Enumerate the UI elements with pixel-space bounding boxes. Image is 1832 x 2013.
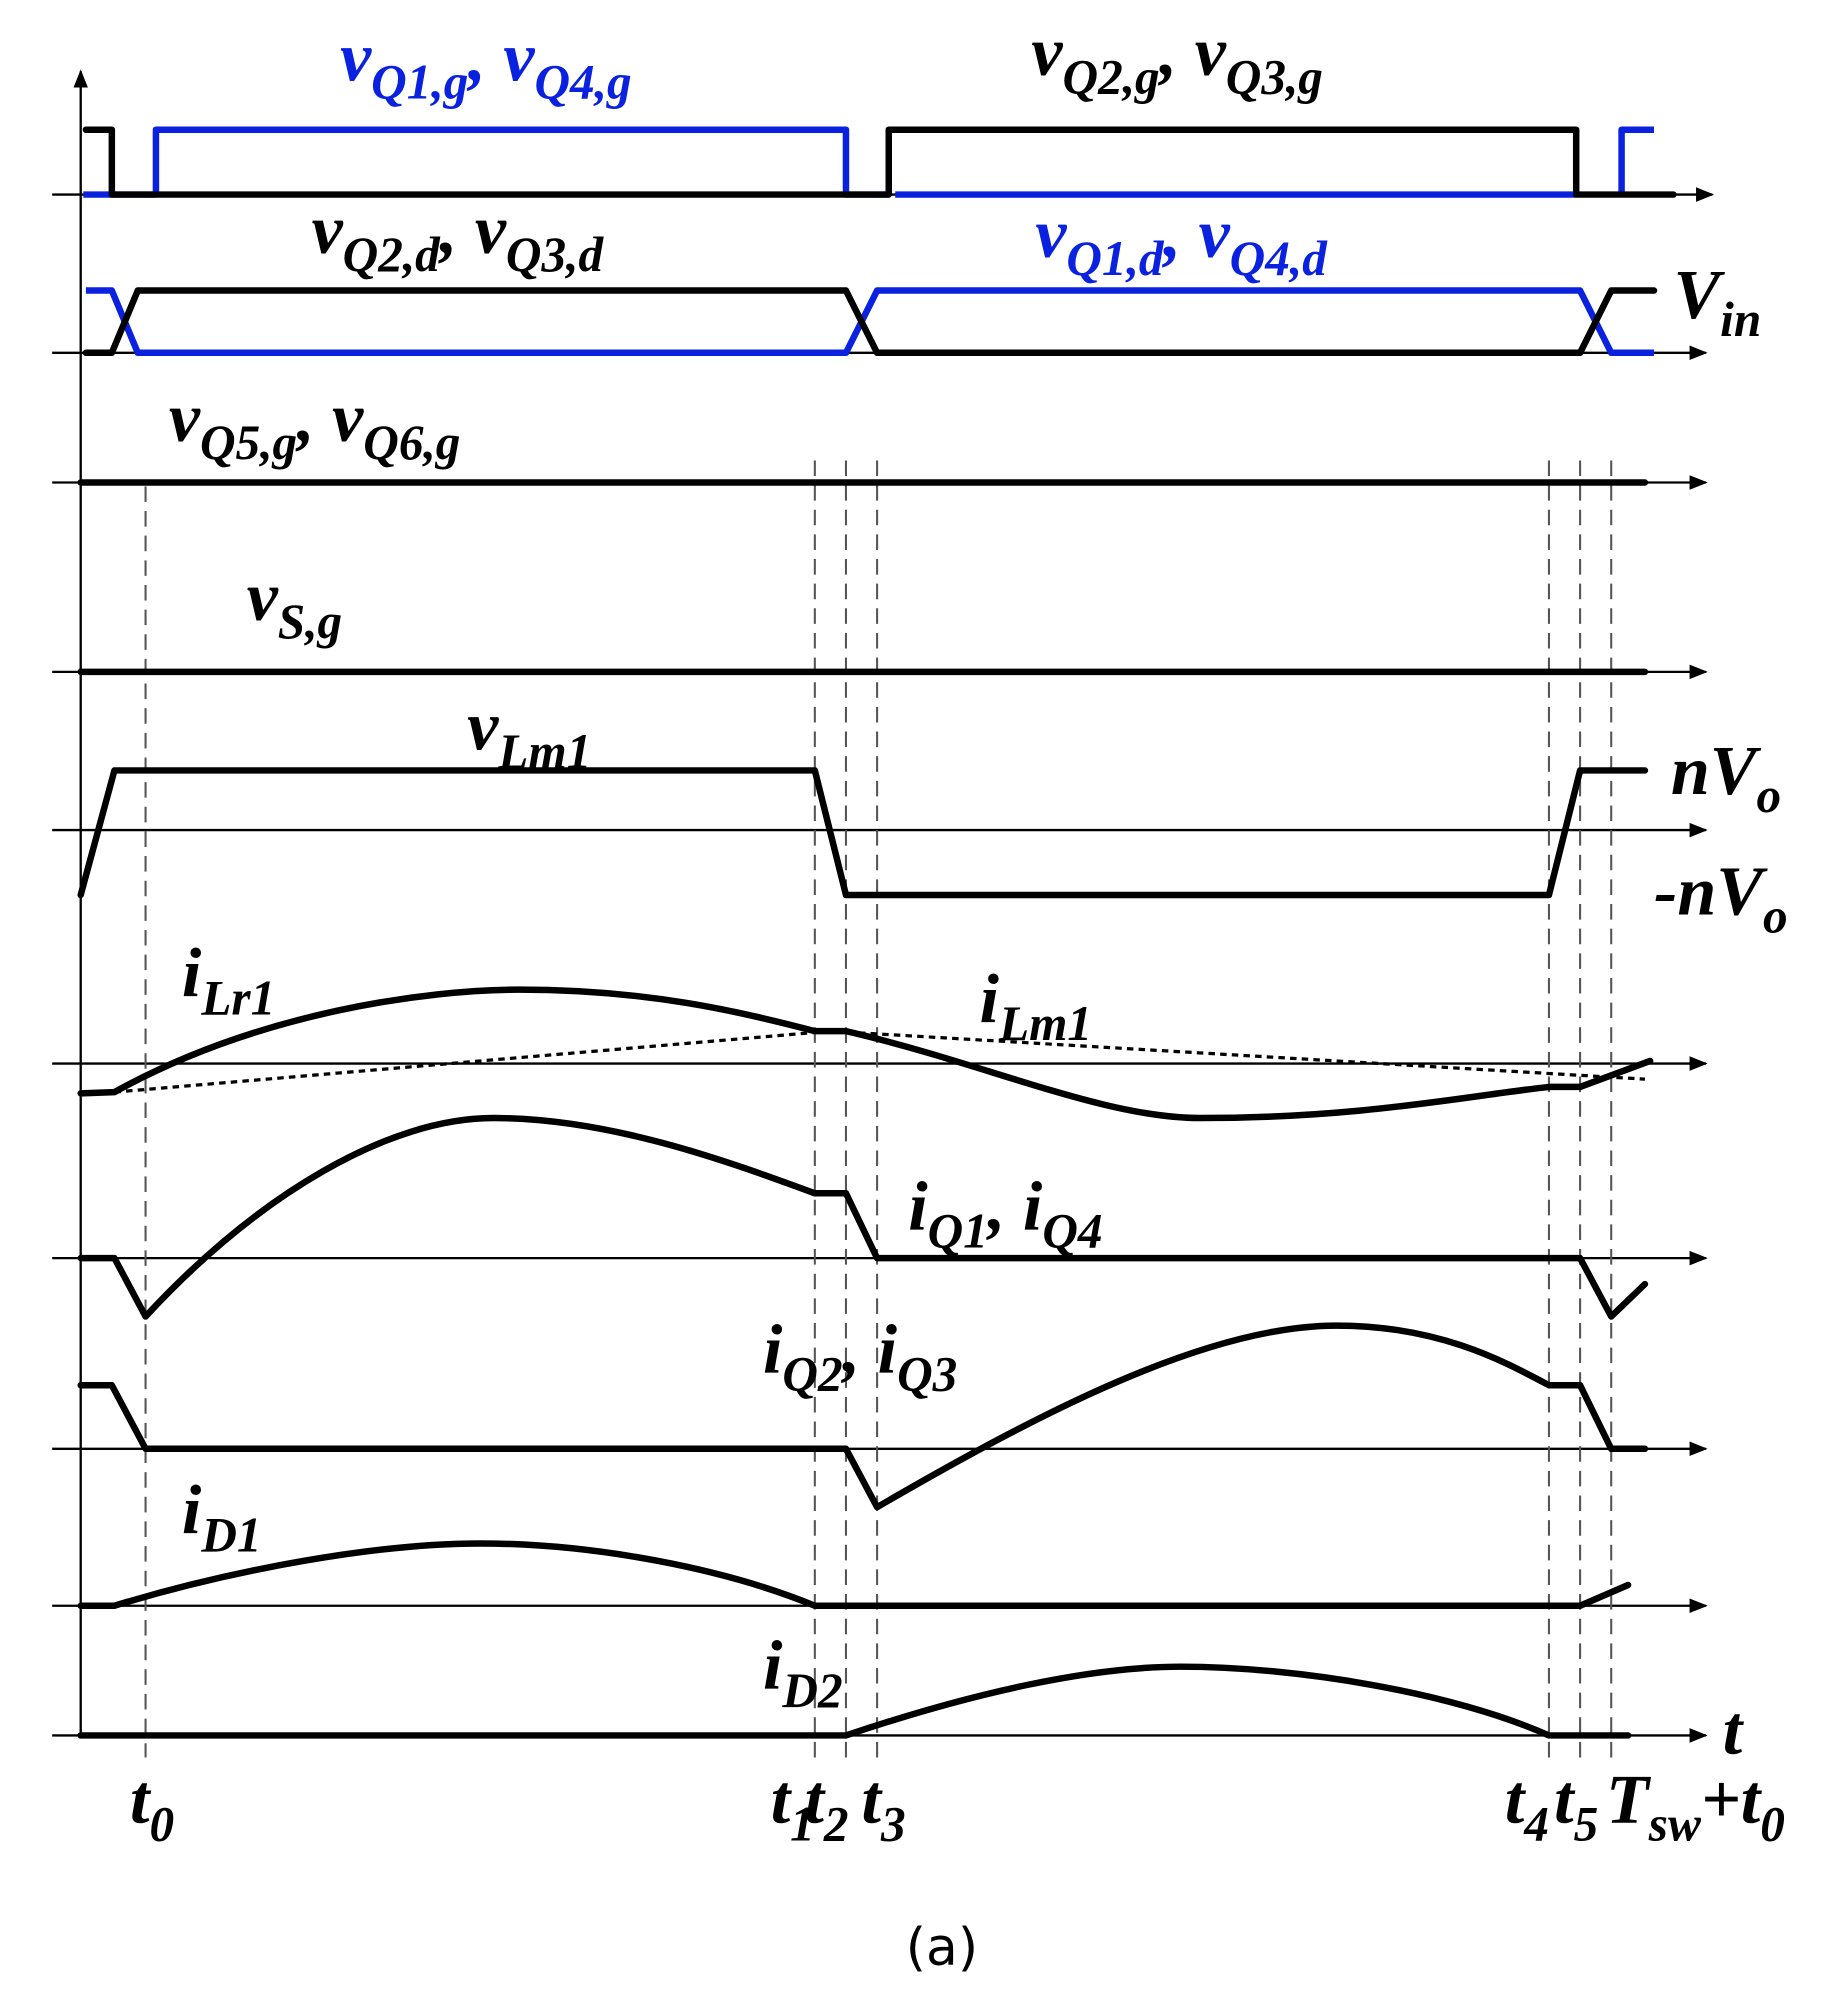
symbol: t xyxy=(804,1761,826,1838)
signal-label: iQ2, iQ3 xyxy=(763,1311,957,1401)
subscript: Lm1 xyxy=(497,724,591,779)
signal-label: vQ5,g, vQ6,g xyxy=(169,380,461,470)
signal-label: vLm1 xyxy=(467,689,591,779)
subscript: 5 xyxy=(1574,1796,1599,1851)
signal-label: iD1 xyxy=(182,1472,262,1562)
subscript: Q5,g xyxy=(200,415,297,470)
subscript: Lm1 xyxy=(998,996,1092,1051)
time-mark-label: Tsw+t0 xyxy=(1606,1761,1785,1851)
symbol: t xyxy=(771,1761,793,1838)
signal-label: vQ1,d, vQ4,d xyxy=(1035,196,1328,286)
symbol: t xyxy=(1554,1761,1576,1838)
symbol: i xyxy=(908,1169,928,1246)
signal-label: -nVo xyxy=(1654,853,1788,943)
subscript: Q4,g xyxy=(534,55,631,110)
subscript: Q2,d xyxy=(343,227,442,282)
time-mark-label: t4 xyxy=(1505,1761,1549,1851)
subscript: in xyxy=(1720,292,1761,347)
symbol: v xyxy=(467,689,499,766)
symbol: i xyxy=(980,961,1000,1038)
time-mark-label: t2 xyxy=(804,1761,848,1851)
subscript: 2 xyxy=(823,1796,849,1851)
symbol: , v xyxy=(295,380,364,457)
subscript: o xyxy=(1763,889,1788,944)
symbol: nV xyxy=(1671,733,1762,810)
subscript: Q3 xyxy=(897,1346,957,1401)
subscript: Q1,d xyxy=(1066,231,1165,286)
signal-label: vQ2,d, vQ3,d xyxy=(312,192,605,282)
symbol: v xyxy=(312,192,344,269)
symbol: v xyxy=(1035,196,1067,273)
time-mark-label: t3 xyxy=(862,1761,906,1851)
axes xyxy=(52,69,1715,1743)
subscript: 3 xyxy=(880,1796,906,1851)
signal-label: iLm1 xyxy=(980,961,1093,1051)
symbol: v xyxy=(247,559,279,636)
subscript: Lr1 xyxy=(200,970,275,1025)
waveforms xyxy=(77,126,1677,1739)
subscript: Q4 xyxy=(1042,1204,1102,1259)
subscript: Q2,g xyxy=(1063,49,1160,104)
symbol: v xyxy=(1031,14,1063,91)
time-dashes xyxy=(144,460,1613,1758)
symbol: v xyxy=(340,19,372,96)
symbol: t xyxy=(1723,1693,1745,1770)
subscript: 4 xyxy=(1523,1796,1549,1851)
subscript: 0 xyxy=(149,1796,174,1851)
signal-label: t xyxy=(1723,1693,1745,1770)
subscript: D1 xyxy=(200,1507,261,1562)
subscript: Q1 xyxy=(928,1204,988,1259)
subscript: Q6,g xyxy=(363,415,460,470)
symbol: , i xyxy=(986,1169,1043,1246)
time-mark-label: t5 xyxy=(1554,1761,1598,1851)
symbol: +t xyxy=(1701,1761,1763,1838)
symbol: t xyxy=(130,1761,152,1838)
subscript: 0 xyxy=(1760,1796,1785,1851)
symbol: v xyxy=(169,380,201,457)
subscript: 1 xyxy=(790,1796,815,1851)
subscript: D2 xyxy=(781,1663,842,1718)
signal-label: Vin xyxy=(1673,257,1761,347)
caption: (a) xyxy=(906,1918,978,1978)
symbol: V xyxy=(1673,257,1725,334)
time-mark-label: t1 xyxy=(771,1761,815,1851)
subscript: Q2 xyxy=(782,1346,842,1401)
symbol: t xyxy=(1505,1761,1527,1838)
symbol: i xyxy=(763,1311,783,1388)
subscript: sw xyxy=(1648,1796,1702,1851)
symbol: , v xyxy=(438,192,507,269)
symbol: , v xyxy=(1162,196,1231,273)
signal-label: iD2 xyxy=(763,1628,843,1718)
symbol: , v xyxy=(1158,14,1227,91)
signal-label: vQ2,g, vQ3,g xyxy=(1031,14,1323,104)
symbol: , i xyxy=(841,1311,898,1388)
symbol: t xyxy=(862,1761,884,1838)
signal-label: iQ1, iQ4 xyxy=(908,1169,1102,1259)
signal-label: nVo xyxy=(1671,733,1781,823)
symbol: i xyxy=(182,935,202,1012)
subscript: Q3,g xyxy=(1226,49,1323,104)
symbol: , v xyxy=(466,19,535,96)
subscript: o xyxy=(1757,768,1782,823)
signal-label: vS,g xyxy=(247,559,342,649)
time-mark-label: t0 xyxy=(130,1761,174,1851)
subscript: Q3,d xyxy=(506,227,605,282)
signal-label: vQ1,g, vQ4,g xyxy=(340,19,632,109)
subscript: Q1,g xyxy=(371,55,468,110)
signal-label: iLr1 xyxy=(182,935,275,1025)
subscript: S,g xyxy=(278,594,342,649)
subscript: Q4,d xyxy=(1230,231,1329,286)
symbol: i xyxy=(763,1628,783,1705)
symbol: i xyxy=(182,1472,202,1549)
symbol: -nV xyxy=(1654,853,1768,930)
symbol: T xyxy=(1606,1761,1652,1838)
